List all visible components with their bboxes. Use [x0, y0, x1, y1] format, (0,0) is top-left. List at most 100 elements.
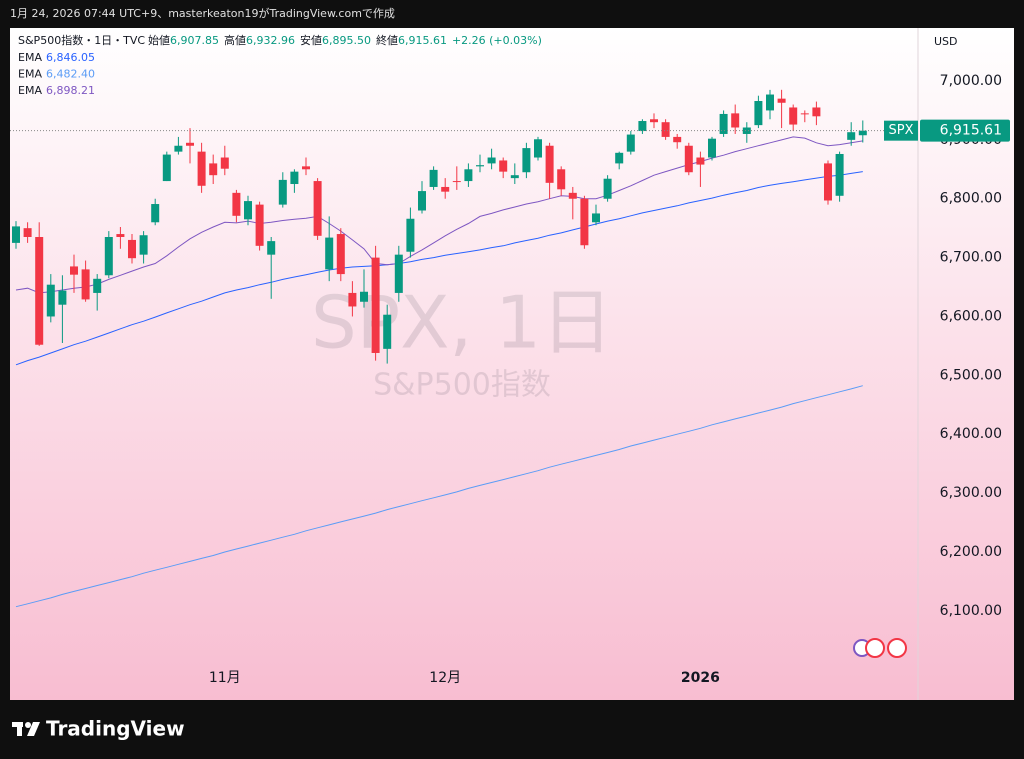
candle-body: [394, 254, 403, 293]
legend-label: 安値: [300, 33, 322, 47]
legend-label: 終値: [376, 33, 398, 47]
candle-body: [81, 269, 90, 300]
candle-body: [673, 136, 682, 143]
candle-body: [499, 160, 508, 172]
legend-value: 6,895.50: [322, 34, 371, 47]
chart-area: [10, 28, 1014, 700]
candle-body: [290, 171, 299, 185]
x-tick-label: 11月: [209, 670, 241, 686]
candle-body: [824, 163, 832, 201]
legend-title: S&P500指数・1日・TVC: [18, 33, 145, 47]
icon: [887, 638, 907, 658]
candle-body: [302, 166, 310, 170]
candle-body: [174, 145, 183, 152]
candle-body: [128, 239, 136, 259]
candle-body: [476, 165, 484, 167]
candle-body: [708, 138, 716, 158]
legend: S&P500指数・1日・TVC 始値 6,907.85 高値 6,932.96 安値 6,…: [18, 33, 542, 97]
ema-line: [15, 385, 863, 608]
candle-body: [220, 157, 229, 169]
watermark-subtitle: S&P500指数: [373, 368, 551, 403]
candle-body: [406, 218, 415, 252]
candle-body: [777, 98, 786, 103]
candle-body: [429, 169, 438, 187]
candle-body: [267, 241, 276, 255]
candle-body: [696, 157, 705, 165]
candle-body: [162, 154, 171, 182]
candle-body: [858, 130, 867, 136]
y-tick-label: 6,700.00: [940, 250, 1002, 266]
candle-body: [592, 213, 600, 223]
candle-body: [789, 107, 798, 125]
candle-body: [661, 122, 670, 137]
legend-value: 6,898.21: [46, 84, 95, 97]
caption: 1月 24, 2026 07:44 UTC+9、masterkeaton19がT…: [10, 6, 395, 20]
candle-body: [452, 181, 461, 183]
x-tick-label: 12月: [429, 670, 461, 686]
candle-body: [557, 169, 566, 190]
candle-body: [580, 198, 589, 246]
candle-body: [615, 152, 624, 164]
y-tick-label: 6,600.00: [940, 308, 1002, 324]
candle-body: [348, 292, 357, 307]
y-tick-label: 7,000.00: [940, 73, 1002, 89]
candle-body: [719, 113, 728, 134]
y-tick-label: 6,200.00: [940, 544, 1002, 560]
y-tick-label: 6,800.00: [940, 191, 1002, 207]
candle-body: [835, 153, 844, 196]
candle-body: [383, 314, 392, 349]
candle-body: [186, 142, 194, 146]
y-unit: USD: [934, 35, 958, 48]
candle-body: [800, 113, 809, 115]
y-tick-label: 6,300.00: [940, 485, 1002, 501]
legend-value: 6,915.61: [398, 34, 447, 47]
y-tick-label: 6,500.00: [940, 367, 1002, 383]
brand-logo: TradingView: [12, 717, 185, 741]
candle-body: [232, 192, 241, 216]
legend-value: 6,907.85: [170, 34, 219, 47]
candle-body: [464, 169, 473, 182]
candle-body: [418, 191, 426, 211]
candle-body: [12, 226, 20, 243]
candle-body: [278, 179, 287, 205]
legend-value: 6,846.05: [46, 51, 95, 64]
candle-body: [534, 139, 542, 158]
legend-label: 始値: [148, 33, 170, 47]
candle-body: [46, 284, 55, 317]
candle-body: [139, 235, 148, 255]
candle-body: [847, 132, 856, 140]
candle-body: [313, 181, 322, 236]
candle-body: [93, 278, 102, 293]
legend-value: 6,932.96: [246, 34, 295, 47]
logo-part: [17, 722, 22, 736]
brand: TradingView: [46, 717, 185, 741]
symbol-label: SPX: [889, 123, 914, 138]
candle-body: [684, 145, 693, 173]
candle-body: [812, 107, 821, 117]
candle-body: [197, 151, 206, 186]
candle-body: [603, 178, 612, 199]
candle-body: [360, 291, 368, 302]
candle-body: [731, 113, 740, 128]
candle-body: [244, 201, 252, 220]
candle-body: [58, 290, 67, 305]
candle-body: [255, 204, 264, 246]
price-badge: [920, 119, 1010, 142]
ema-line: [15, 171, 863, 366]
legend-name: EMA: [18, 84, 42, 97]
symbol-badge: [884, 120, 918, 141]
candle-body: [104, 236, 113, 276]
candle-body: [487, 157, 496, 164]
price-label: 6,915.61: [940, 123, 1002, 139]
watermark-group: SPX, 1日 S&P500指数: [311, 281, 613, 403]
ema-line: [15, 136, 863, 294]
legend-name: EMA: [18, 51, 42, 64]
icon: [865, 638, 885, 658]
legend-name: EMA: [18, 68, 42, 81]
y-tick-label: 6,400.00: [940, 426, 1002, 442]
candle-body: [510, 175, 519, 179]
candle-body: [522, 148, 531, 173]
candle-body: [626, 134, 635, 152]
candle-body: [441, 186, 450, 192]
